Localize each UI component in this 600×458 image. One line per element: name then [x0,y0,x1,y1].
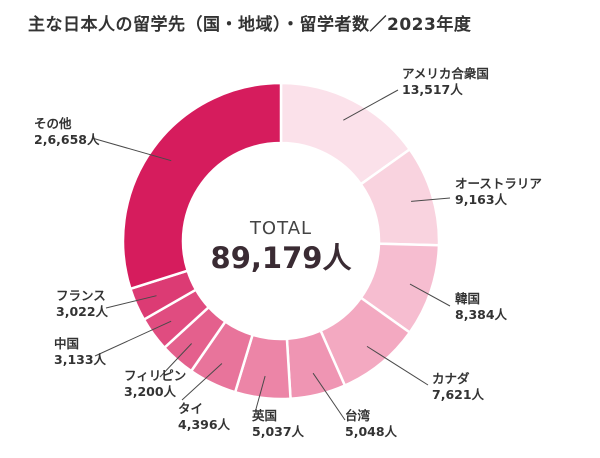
slice-value-5: 5,048人 [345,424,398,439]
slice-label-7: タイ [178,401,203,416]
slice-label-1: アメリカ合衆国 [402,66,489,81]
slice-value-9: 3,133人 [54,352,107,367]
leader-line-9 [94,320,172,357]
slice-value-7: 4,396人 [178,417,231,432]
total-label: TOTAL [249,218,312,239]
slice-value-6: 5,037人 [252,424,305,439]
leader-line-6 [255,375,266,410]
slice-label-8: フィリピン [124,368,186,383]
slice-label-11: その他 [34,116,72,131]
leader-line-11 [91,137,172,162]
leader-line-2 [411,197,451,202]
slice-label-5: 台湾 [345,408,371,423]
leader-line-5 [312,372,346,421]
leader-line-8 [159,343,192,378]
slice-label-3: 韓国 [455,291,480,306]
total-value: 89,179人 [211,241,352,275]
slice-value-8: 3,200人 [124,384,177,399]
slice-label-9: 中国 [54,336,79,351]
slice-value-3: 8,384人 [455,307,508,322]
slice-label-2: オーストラリア [455,176,542,191]
slice-label-4: カナダ [432,371,470,386]
slice-value-11: 2,6,658人 [34,132,100,147]
slice-label-6: 英国 [252,408,277,423]
slice-value-2: 9,163人 [455,192,508,207]
leader-line-3 [409,283,451,307]
slice-value-1: 13,517人 [402,82,463,97]
leader-line-7 [181,363,223,401]
slice-value-4: 7,621人 [432,387,485,402]
slice-11 [121,81,283,291]
slice-label-10: フランス [56,288,106,303]
leader-line-10 [105,295,157,309]
chart-title: 主な日本人の留学先（国・地域）・留学者数／2023年度 [28,15,472,35]
leader-line-4 [366,345,429,386]
leader-line-1 [343,89,399,121]
slice-value-10: 3,022人 [56,304,109,319]
